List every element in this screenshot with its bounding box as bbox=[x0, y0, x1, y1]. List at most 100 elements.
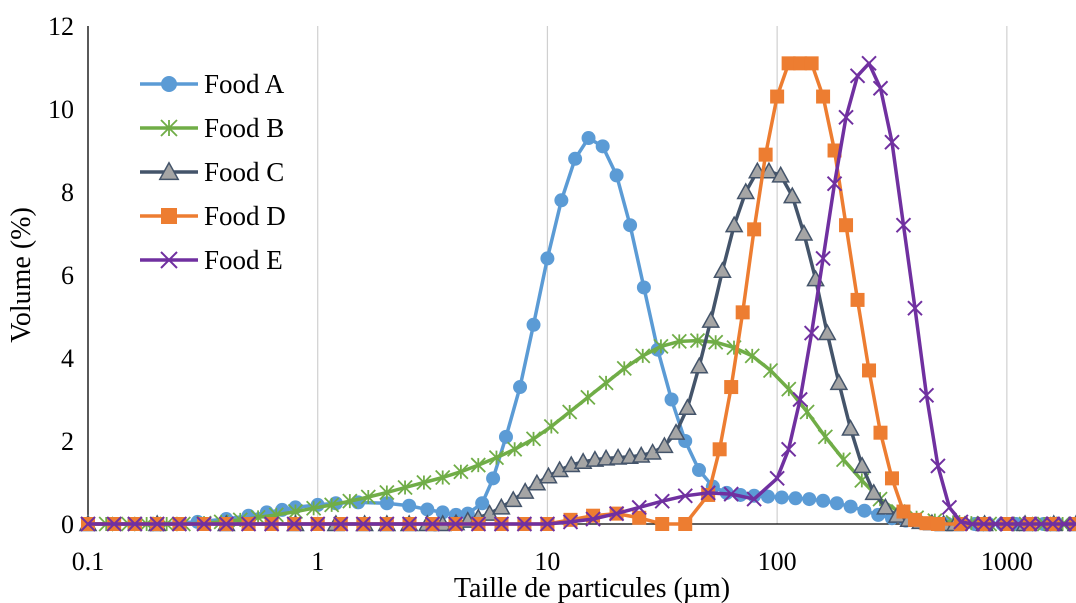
data-point bbox=[515, 482, 535, 499]
data-point bbox=[849, 68, 866, 84]
data-point bbox=[631, 499, 647, 516]
data-point bbox=[562, 514, 579, 530]
data-point bbox=[1022, 516, 1038, 532]
legend-label: Food D bbox=[204, 201, 286, 231]
legend-item: Food A bbox=[140, 69, 285, 99]
data-point bbox=[488, 449, 505, 466]
data-point bbox=[333, 516, 349, 532]
data-point bbox=[896, 504, 911, 519]
data-point bbox=[758, 147, 773, 162]
data-point bbox=[762, 362, 779, 379]
data-point bbox=[286, 516, 302, 532]
x-tick-label: 1 bbox=[311, 547, 324, 576]
data-point bbox=[838, 109, 854, 126]
data-point bbox=[861, 55, 877, 72]
data-point bbox=[655, 436, 674, 454]
data-point bbox=[608, 448, 628, 465]
data-point bbox=[581, 131, 596, 146]
data-point bbox=[792, 391, 808, 408]
data-point bbox=[735, 305, 750, 320]
series-food-e bbox=[80, 55, 1076, 532]
data-point bbox=[689, 356, 709, 374]
data-point bbox=[678, 398, 697, 415]
data-point bbox=[930, 458, 946, 474]
data-point bbox=[435, 469, 451, 486]
data-point bbox=[470, 457, 486, 473]
data-point bbox=[324, 497, 340, 513]
data-point bbox=[402, 498, 417, 513]
data-point bbox=[397, 479, 413, 496]
data-point bbox=[780, 441, 797, 458]
data-point bbox=[1045, 516, 1061, 532]
data-point bbox=[701, 311, 721, 328]
legend-label: Food A bbox=[204, 69, 285, 99]
data-point bbox=[895, 217, 912, 233]
y-tick-label: 0 bbox=[61, 510, 74, 539]
data-point bbox=[884, 134, 900, 150]
data-point bbox=[713, 261, 732, 279]
data-point bbox=[864, 483, 884, 501]
data-point bbox=[760, 489, 775, 504]
data-point bbox=[771, 165, 790, 183]
data-point bbox=[817, 429, 833, 445]
data-point bbox=[306, 500, 322, 516]
y-tick-label: 4 bbox=[61, 344, 74, 373]
data-point bbox=[503, 490, 523, 508]
data-point bbox=[240, 516, 257, 532]
series-layer bbox=[78, 55, 1076, 532]
data-point bbox=[635, 348, 651, 364]
data-point bbox=[507, 441, 523, 457]
data-point bbox=[850, 292, 865, 307]
data-point bbox=[987, 516, 1004, 532]
data-point bbox=[435, 505, 450, 520]
data-point bbox=[770, 89, 785, 104]
legend-item: Food E bbox=[140, 245, 283, 275]
legend-label: Food E bbox=[204, 245, 283, 275]
data-point bbox=[953, 517, 968, 531]
data-point bbox=[826, 175, 843, 192]
data-point bbox=[724, 215, 744, 233]
data-point bbox=[623, 218, 638, 233]
data-point bbox=[470, 516, 487, 532]
data-point bbox=[80, 516, 96, 532]
legend-marker bbox=[160, 119, 178, 137]
data-point bbox=[263, 516, 280, 532]
data-point bbox=[907, 512, 922, 527]
data-point bbox=[475, 496, 490, 511]
data-point bbox=[654, 493, 670, 509]
data-point bbox=[788, 491, 803, 506]
data-point bbox=[632, 510, 647, 525]
y-tick-label: 6 bbox=[61, 261, 74, 290]
data-point bbox=[907, 300, 923, 316]
data-point bbox=[580, 389, 596, 406]
data-point bbox=[513, 380, 528, 395]
data-point bbox=[539, 516, 556, 532]
data-point bbox=[525, 431, 542, 447]
y-tick-label: 10 bbox=[48, 95, 74, 124]
y-axis-title: Volume (%) bbox=[6, 207, 37, 343]
data-point bbox=[852, 456, 872, 474]
data-point bbox=[799, 404, 815, 420]
data-point bbox=[802, 492, 817, 507]
x-tick-label: 10 bbox=[534, 547, 560, 576]
data-point bbox=[794, 223, 814, 241]
data-point bbox=[876, 497, 895, 515]
data-point bbox=[677, 488, 693, 504]
data-point bbox=[817, 323, 837, 341]
y-tick-label: 2 bbox=[61, 427, 74, 456]
data-point bbox=[401, 516, 418, 532]
data-point bbox=[447, 516, 464, 532]
data-point bbox=[774, 490, 789, 505]
legend-item: Food D bbox=[140, 201, 286, 231]
data-point bbox=[585, 511, 601, 527]
data-point bbox=[804, 56, 819, 71]
data-point bbox=[636, 280, 651, 295]
y-tick-label: 12 bbox=[48, 12, 74, 41]
data-point bbox=[841, 418, 860, 436]
data-point bbox=[655, 517, 670, 531]
data-point bbox=[712, 442, 727, 457]
data-point bbox=[609, 168, 624, 183]
legend-label: Food C bbox=[204, 157, 284, 187]
data-point bbox=[747, 222, 762, 237]
data-point bbox=[379, 496, 394, 511]
